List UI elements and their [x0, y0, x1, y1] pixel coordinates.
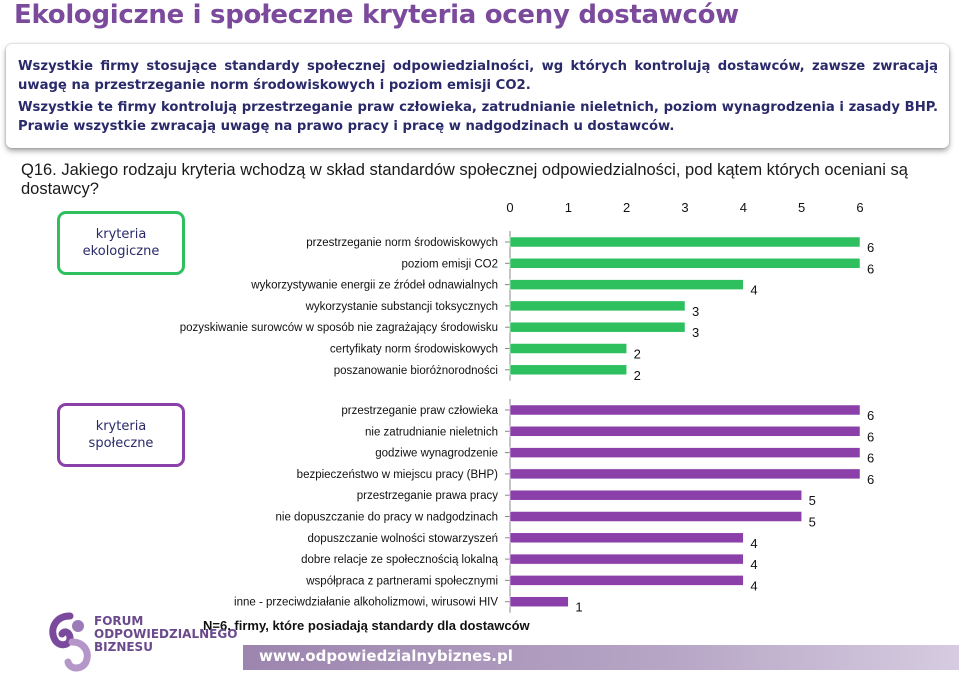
category-label-line: ekologiczne	[82, 244, 160, 259]
bar-value-label: 4	[750, 536, 757, 551]
category-label: nie dopuszczanie do pracy w nadgodzinach	[276, 512, 498, 524]
bar-value-label: 5	[809, 493, 816, 508]
bar	[509, 343, 627, 354]
bar-value-label: 4	[750, 557, 757, 572]
x-tick-label: 4	[740, 200, 747, 215]
bar-value-label: 6	[867, 261, 874, 276]
bar-value-label: 6	[867, 429, 874, 444]
category-label: godziwe wynagrodzenie	[375, 448, 498, 460]
logo-text-line: BIZNESU	[94, 640, 153, 654]
category-label: pozyskiwanie surowców w sposób nie zagra…	[180, 322, 498, 334]
bar	[509, 532, 744, 544]
category-label: bezpieczeństwo w miejscu pracy (BHP)	[297, 469, 498, 481]
summary-paragraph-2: Wszystkie te firmy kontrolują przestrzeg…	[18, 100, 938, 134]
summary-box: Wszystkie firmy stosujące standardy społ…	[6, 44, 949, 148]
category-label: nie zatrudnianie nieletnich	[365, 426, 498, 438]
logo-text-line: ODPOWIEDZIALNEGO	[94, 627, 238, 641]
category-label: wykorzystanie substancji toksycznych	[305, 301, 498, 313]
category-label: dobre relacje ze społecznością lokalną	[301, 554, 498, 566]
category-box-ecological: kryteria ekologiczne	[57, 211, 185, 275]
bar	[509, 364, 627, 376]
bar	[509, 404, 861, 416]
x-tick-label: 0	[506, 200, 513, 215]
footnote: N=6, firmy, które posiadają standardy dl…	[203, 618, 530, 633]
bar	[509, 447, 861, 458]
category-label-line: kryteria	[95, 227, 147, 242]
question-text: Q16. Jakiego rodzaju kryteria wchodzą w …	[21, 161, 908, 198]
bar	[509, 426, 861, 437]
category-label: przestrzeganie praw człowieka	[341, 405, 498, 417]
forum-logo: FORUM ODPOWIEDZIALNEGO BIZNESU	[48, 612, 248, 678]
category-label: inne - przeciwdziałanie alkoholizmowi, w…	[234, 597, 498, 609]
bar	[509, 489, 802, 501]
url-banner: www.odpowiedzialnybiznes.pl	[243, 645, 959, 670]
bar-value-label: 6	[867, 472, 874, 487]
summary-paragraph-1: Wszystkie firmy stosujące standardy społ…	[18, 59, 938, 93]
category-box-social: kryteria społeczne	[57, 403, 185, 467]
bar-value-label: 4	[750, 283, 757, 298]
bar	[509, 279, 744, 290]
bar	[509, 300, 686, 312]
category-label: dopuszczanie wolności stowarzyszeń	[308, 533, 498, 545]
bar	[509, 511, 802, 522]
bar	[509, 258, 861, 269]
bar-value-label: 3	[692, 325, 699, 340]
category-label: przestrzeganie norm środowiskowych	[306, 237, 498, 249]
category-label-line: społeczne	[88, 436, 154, 451]
bar-value-label: 1	[575, 600, 582, 615]
category-label: wykorzystywanie energii ze źródeł odnawi…	[250, 280, 498, 292]
x-tick-label: 6	[856, 200, 863, 215]
bar	[509, 596, 569, 607]
bar	[509, 236, 861, 248]
category-label: współpraca z partnerami społecznymi	[305, 575, 498, 587]
page-title: Ekologiczne i społeczne kryteria oceny d…	[14, 0, 739, 30]
banner-url[interactable]: www.odpowiedzialnybiznes.pl	[259, 647, 513, 665]
x-tick-label: 2	[623, 200, 630, 215]
bar	[509, 553, 744, 565]
category-label: poziom emisji CO2	[402, 258, 499, 270]
bar-value-label: 2	[634, 368, 641, 383]
x-tick-label: 3	[681, 200, 688, 215]
category-label: poszanowanie bioróżnorodności	[334, 365, 498, 377]
bar-value-label: 6	[867, 240, 874, 255]
logo-text-line: FORUM	[94, 614, 144, 628]
bar	[509, 575, 744, 586]
category-label: certyfikaty norm środowiskowych	[330, 344, 498, 356]
bar-value-label: 4	[750, 578, 757, 593]
bar-value-label: 2	[634, 347, 641, 362]
category-label: przestrzeganie prawa pracy	[357, 490, 499, 502]
bar-value-label: 3	[692, 304, 699, 319]
x-tick-label: 5	[798, 200, 805, 215]
bar-value-label: 6	[867, 408, 874, 423]
bar	[509, 468, 861, 480]
category-label-line: kryteria	[95, 419, 147, 434]
x-tick-label: 1	[565, 200, 572, 215]
bar-value-label: 6	[867, 451, 874, 466]
bar-value-label: 5	[809, 515, 816, 530]
logo-swirl-icon	[49, 612, 91, 672]
bar	[509, 321, 686, 333]
